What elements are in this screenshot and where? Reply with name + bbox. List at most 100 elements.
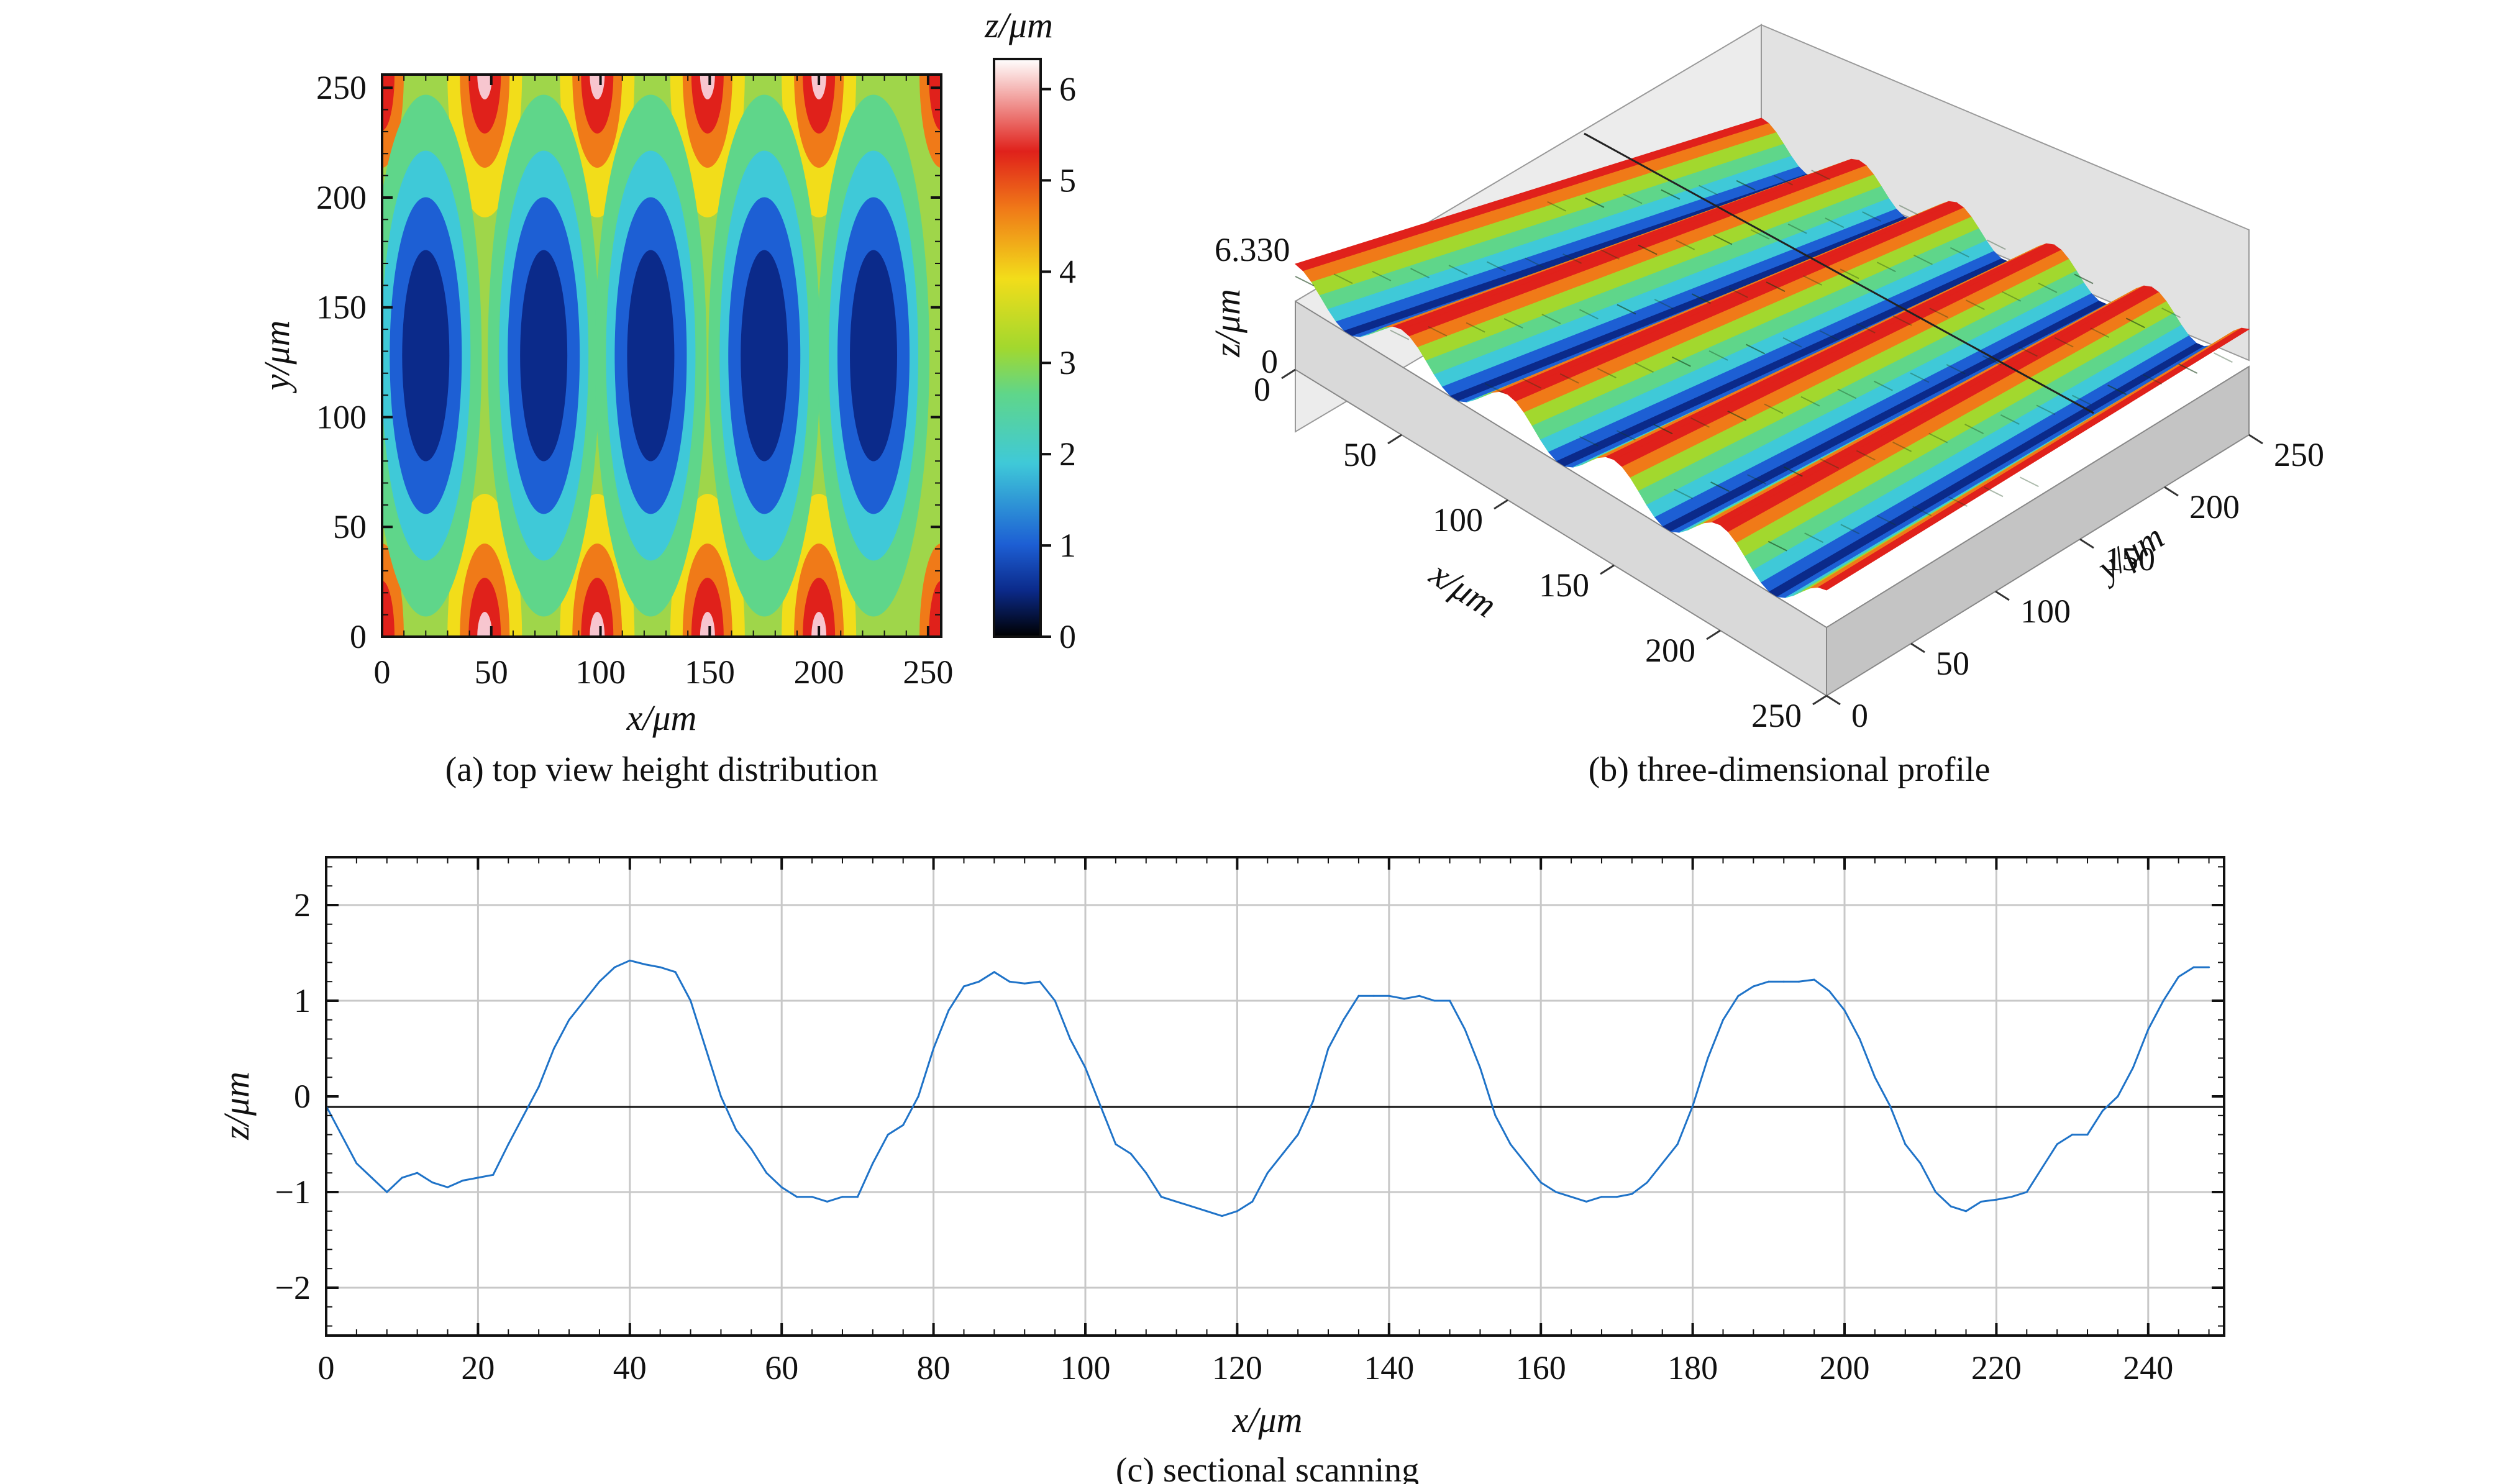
surface-texture xyxy=(1562,253,1582,264)
surface-texture xyxy=(2107,385,2127,395)
panel-c-xtick-label: 180 xyxy=(1667,1349,1718,1386)
panel-b-ytick xyxy=(1995,590,2010,601)
surface-texture xyxy=(1466,322,1485,333)
profile-point xyxy=(1327,1047,1330,1050)
peak-core xyxy=(803,75,836,134)
profile-point xyxy=(1767,980,1770,983)
panel-b-ytick xyxy=(2248,434,2263,445)
profile-point xyxy=(1023,982,1026,985)
surface-texture xyxy=(1803,275,1823,286)
profile-point xyxy=(1145,1172,1147,1174)
profile-point xyxy=(1160,1196,1162,1198)
surface-texture xyxy=(1804,532,1824,544)
profile-point xyxy=(780,1186,783,1188)
profile-point xyxy=(462,1180,464,1182)
peak-top xyxy=(477,75,493,99)
profile-point xyxy=(1858,1038,1861,1040)
surface-texture xyxy=(1410,268,1430,279)
surface-texture xyxy=(1899,204,1918,216)
peak-top xyxy=(477,612,493,637)
panel-b-xtick xyxy=(1281,368,1296,380)
surface-texture xyxy=(1982,355,2002,366)
surface-texture xyxy=(2071,394,2091,406)
profile-point xyxy=(1935,1191,1937,1193)
profile-point xyxy=(1919,1162,1922,1165)
surface-texture xyxy=(1676,239,1695,250)
panel-b-xtick xyxy=(1600,564,1615,575)
panel-b-xtick xyxy=(1706,629,1721,640)
profile-point xyxy=(1175,1200,1178,1203)
panel-b-xtick-label: 100 xyxy=(1433,501,1483,539)
panel-a-xtick-label: 200 xyxy=(794,653,844,691)
colorbar-tick-label: 2 xyxy=(1059,435,1076,473)
surface-texture xyxy=(1710,481,1730,492)
profile-point xyxy=(386,1191,388,1193)
surface-texture xyxy=(1876,262,1896,273)
surface-texture xyxy=(1699,184,1718,196)
surface-texture xyxy=(1333,273,1353,285)
profile-point xyxy=(1206,1210,1208,1213)
surface-texture xyxy=(1295,276,1315,286)
surface-texture xyxy=(1728,287,1748,298)
surface-texture xyxy=(1635,362,1654,373)
profile-point xyxy=(811,1196,813,1198)
profile-point xyxy=(1509,1143,1512,1145)
surface-texture xyxy=(1713,234,1733,245)
panel-b-xtick xyxy=(1812,694,1827,706)
panel-c-xtick-label: 240 xyxy=(2123,1349,2173,1386)
profile-point xyxy=(1449,999,1451,1002)
profile-point xyxy=(370,1177,373,1179)
panel-a-xtick-label: 50 xyxy=(475,653,508,691)
surface-texture xyxy=(1661,189,1681,200)
surface-texture xyxy=(2074,273,2094,285)
colorbar-gradient xyxy=(993,58,1042,638)
panel-c-xlabel: x/μm xyxy=(1232,1400,1303,1440)
surface-texture xyxy=(1486,261,1506,272)
profile-point xyxy=(1904,1143,1907,1145)
surface-texture xyxy=(1774,175,1793,186)
surface-texture xyxy=(1964,424,1984,434)
surface-texture xyxy=(1736,180,1756,191)
profile-point xyxy=(1069,1038,1072,1040)
profile-point xyxy=(522,1114,525,1117)
profile-point xyxy=(917,1095,919,1098)
surface-texture xyxy=(1800,396,1820,407)
surface-texture xyxy=(1653,424,1673,435)
back-wall-right xyxy=(1761,24,2250,362)
surface-texture xyxy=(1484,383,1504,394)
profile-point xyxy=(1479,1067,1481,1069)
surface-texture xyxy=(2161,307,2181,318)
surface-texture xyxy=(1713,234,1733,245)
profile-point xyxy=(2010,1196,2013,1198)
panel-c-xtick-label: 60 xyxy=(765,1349,798,1386)
valley-core xyxy=(741,250,788,462)
profile-point xyxy=(1828,990,1831,993)
panel-b-xtick-label: 50 xyxy=(1343,436,1377,473)
profile-point xyxy=(1494,1114,1497,1117)
valley-core xyxy=(520,250,568,462)
surface-texture xyxy=(1638,244,1658,255)
surface-texture xyxy=(1597,368,1617,379)
profile-point xyxy=(962,985,965,988)
peak-core xyxy=(468,578,501,637)
panel-c-xtick-label: 220 xyxy=(1971,1349,2022,1386)
surface-texture xyxy=(1892,441,1912,452)
profile-point xyxy=(1251,1200,1254,1203)
surface-texture xyxy=(1638,244,1658,255)
surface-texture xyxy=(2125,317,2145,329)
panel-c-ytick-label: −2 xyxy=(275,1269,311,1306)
panel-c-xtick-label: 200 xyxy=(1820,1349,1870,1386)
surface-texture xyxy=(2090,327,2110,339)
surface-texture xyxy=(1708,350,1728,361)
surface-texture xyxy=(2019,476,2039,488)
profile-point xyxy=(1312,1100,1315,1103)
peak-core xyxy=(468,75,501,134)
surface-texture xyxy=(1840,268,1859,280)
surface-texture xyxy=(1766,281,1786,293)
profile-point xyxy=(1418,995,1421,997)
profile-point xyxy=(1054,999,1056,1002)
panel-c-xtick-label: 140 xyxy=(1364,1349,1414,1386)
peak-top xyxy=(811,612,827,637)
panel-c-xtick-label: 160 xyxy=(1516,1349,1566,1386)
surface-texture xyxy=(1559,373,1579,384)
